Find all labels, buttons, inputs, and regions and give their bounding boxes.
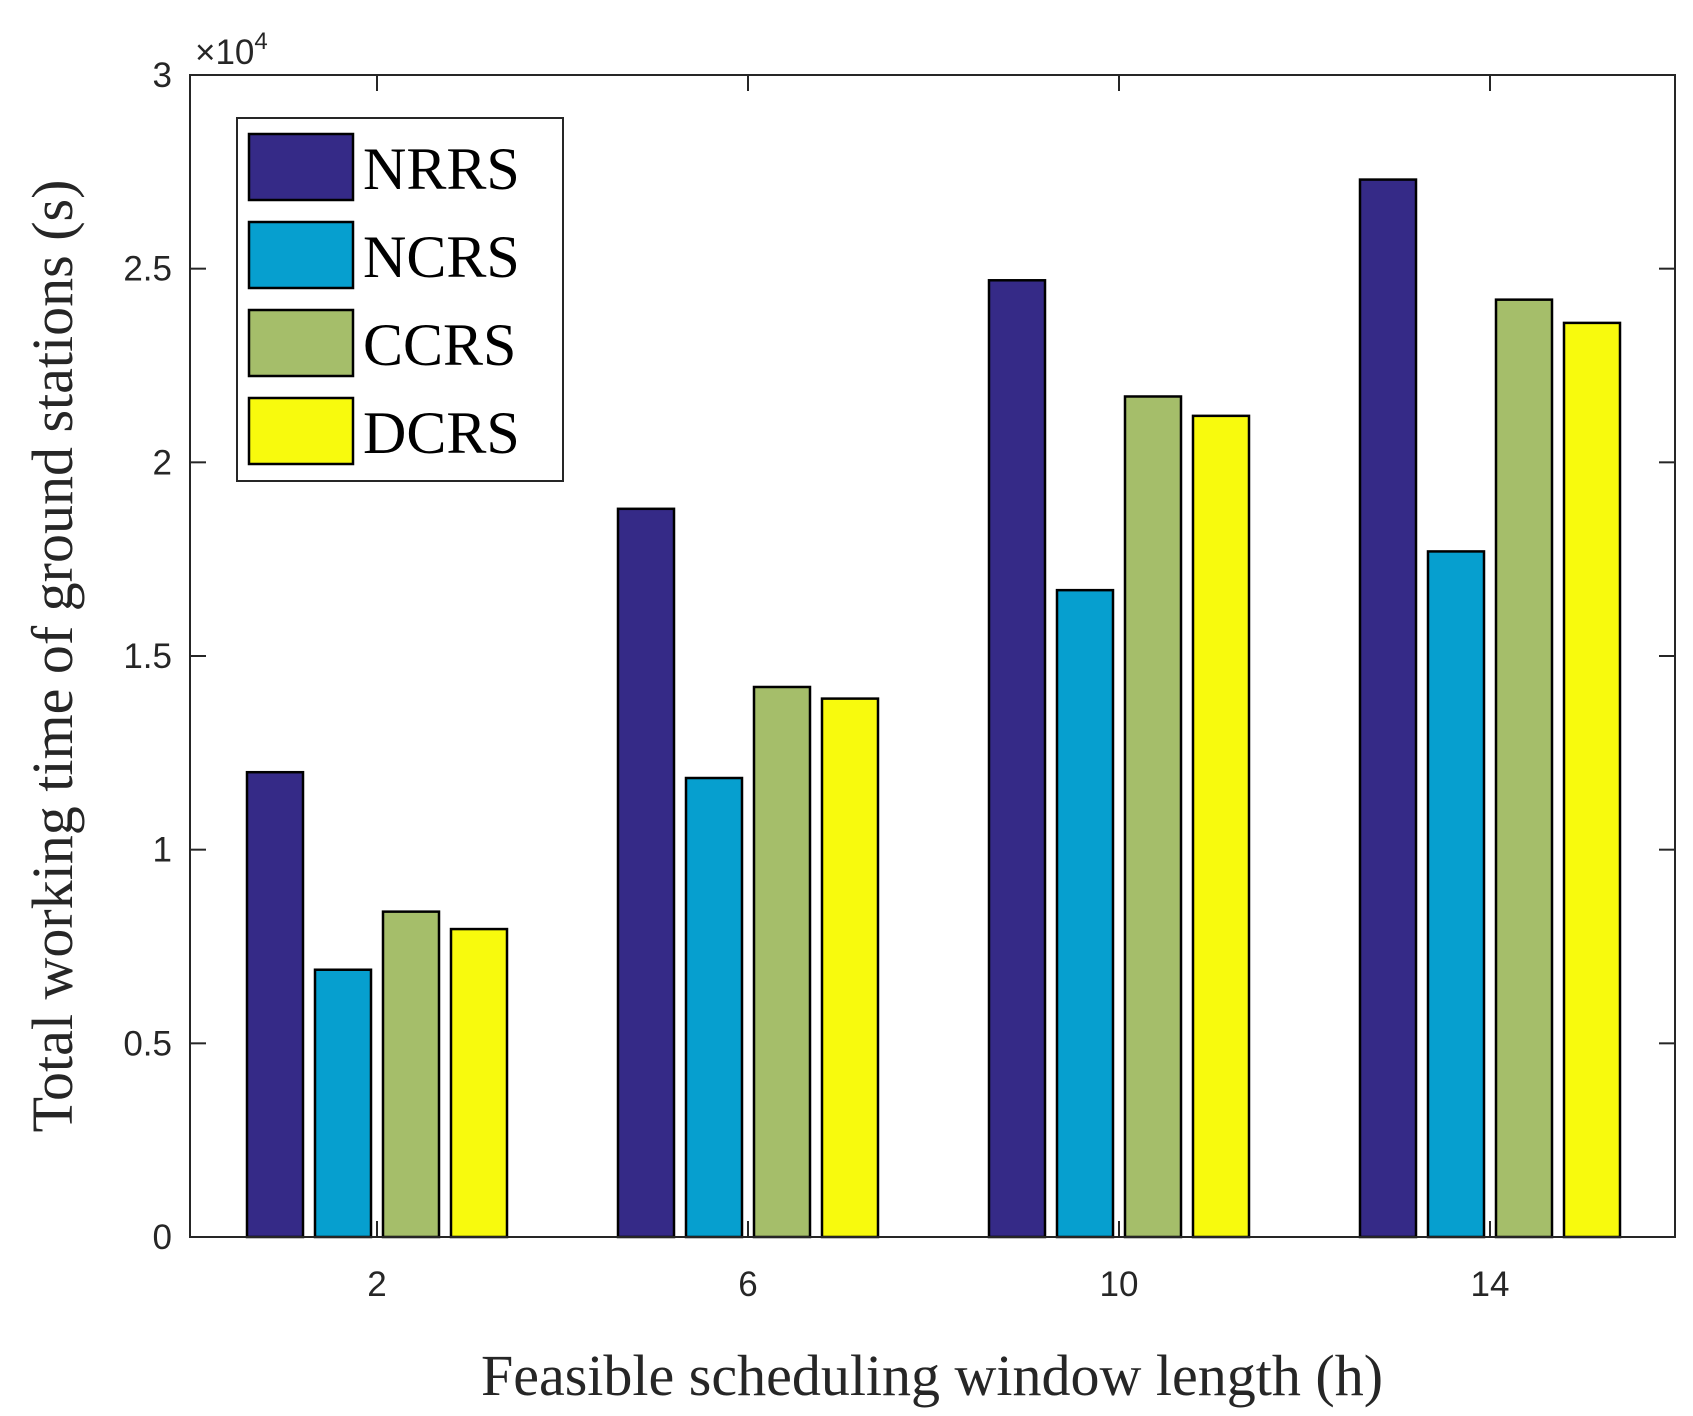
x-tick-labels: 2 6 10 14 [367, 1265, 1509, 1304]
legend-label-dcrs: DCRS [363, 400, 520, 466]
bar-group [245, 178, 1622, 1239]
tick-group [190, 74, 1675, 1238]
x-tick-label: 6 [738, 1265, 757, 1304]
legend-swatch-ncrs [247, 220, 355, 290]
bar-nrrs-2 [245, 770, 305, 1239]
legend-label-nrrs: NRRS [363, 136, 520, 202]
x-tick-label: 2 [367, 1265, 386, 1304]
x-tick-label: 14 [1471, 1265, 1510, 1304]
bar-ccrs-2 [381, 910, 441, 1239]
y-tick-label: 1 [153, 831, 172, 870]
bar-ccrs-14 [1494, 298, 1554, 1239]
y-tick-label: 3 [153, 56, 172, 95]
bar-ncrs-6 [684, 776, 744, 1239]
legend-label-ccrs: CCRS [363, 312, 516, 378]
x-axis-title: Feasible scheduling window length (h) [481, 1343, 1383, 1408]
y-tick-label: 0.5 [123, 1024, 172, 1063]
legend-label-ncrs: NCRS [363, 224, 520, 290]
bar-nrrs-10 [987, 279, 1047, 1239]
bar-ncrs-14 [1426, 550, 1486, 1239]
y-tick-label: 2.5 [123, 250, 172, 289]
y-exponent-label: ×104 [195, 28, 268, 72]
bar-dcrs-14 [1562, 321, 1622, 1239]
bar-dcrs-2 [449, 927, 509, 1239]
bar-nrrs-14 [1358, 178, 1418, 1239]
bar-ncrs-2 [313, 968, 373, 1239]
y-tick-label: 2 [153, 443, 172, 482]
y-tick-label: 0 [153, 1218, 172, 1257]
x-tick-label: 10 [1100, 1265, 1139, 1304]
y-exponent-power: 4 [254, 28, 267, 55]
y-exponent-base: ×10 [195, 33, 254, 72]
legend-swatch-ccrs [247, 308, 355, 378]
legend-swatch-dcrs [247, 396, 355, 466]
legend-swatch-nrrs [247, 132, 355, 202]
y-tick-label: 1.5 [123, 637, 172, 676]
bar-dcrs-6 [820, 697, 880, 1239]
bar-ccrs-10 [1123, 395, 1183, 1239]
y-tick-labels: 0 0.5 1 1.5 2 2.5 3 [123, 56, 172, 1257]
legend: NRRS NCRS CCRS DCRS [236, 117, 564, 482]
bar-ncrs-10 [1055, 588, 1115, 1239]
bar-nrrs-6 [616, 507, 676, 1239]
bar-ccrs-6 [752, 685, 812, 1239]
y-axis-title: Total working time of ground stations (s… [20, 180, 85, 1133]
bar-dcrs-10 [1191, 414, 1251, 1239]
